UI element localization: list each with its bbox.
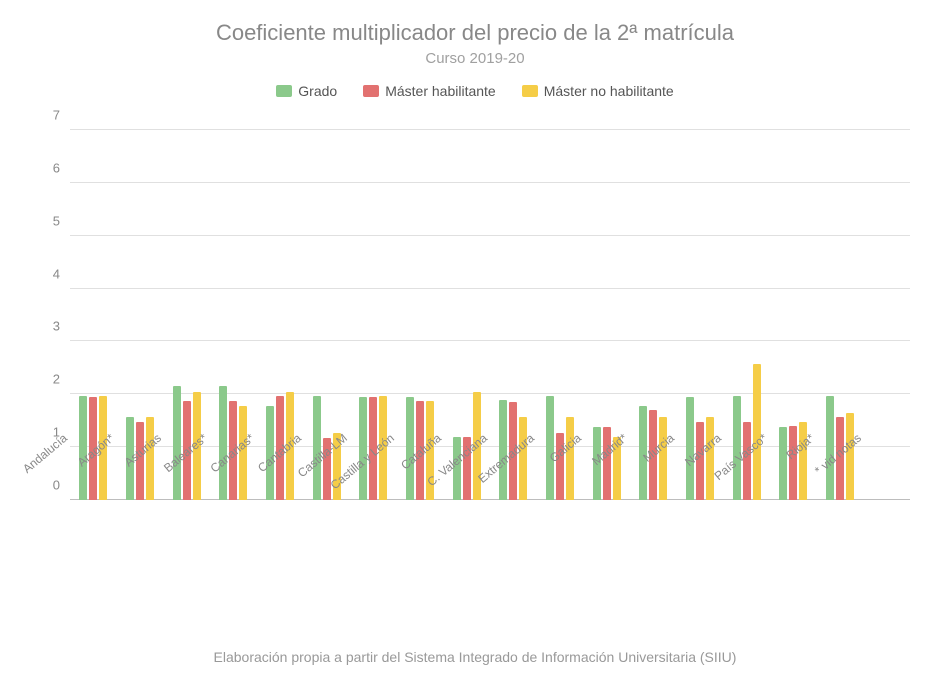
bar[interactable] — [219, 386, 227, 500]
y-tick-label: 3 — [53, 319, 60, 334]
legend-item[interactable]: Grado — [276, 83, 337, 99]
plot-area: 01234567 AndalucíaAragón*AsturiasBaleare… — [70, 130, 910, 500]
chart-subtitle: Curso 2019-20 — [0, 50, 950, 67]
y-tick-label: 7 — [53, 108, 60, 123]
legend-swatch — [522, 85, 538, 97]
legend-label: Máster habilitante — [385, 83, 496, 99]
bar[interactable] — [173, 386, 181, 500]
chart-title: Coeficiente multiplicador del precio de … — [0, 20, 950, 46]
legend-label: Máster no habilitante — [544, 83, 674, 99]
y-tick-label: 6 — [53, 160, 60, 175]
chart-container: Coeficiente multiplicador del precio de … — [0, 0, 950, 695]
legend-item[interactable]: Máster habilitante — [363, 83, 496, 99]
legend-swatch — [363, 85, 379, 97]
y-tick-label: 2 — [53, 372, 60, 387]
legend-swatch — [276, 85, 292, 97]
legend-label: Grado — [298, 83, 337, 99]
y-tick-label: 4 — [53, 266, 60, 281]
chart-legend: Grado Máster habilitante Máster no habilit… — [0, 83, 950, 99]
bar[interactable] — [846, 413, 854, 500]
legend-item[interactable]: Máster no habilitante — [522, 83, 674, 99]
chart-footer: Elaboración propia a partir del Sistema … — [0, 649, 950, 665]
y-tick-label: 5 — [53, 213, 60, 228]
